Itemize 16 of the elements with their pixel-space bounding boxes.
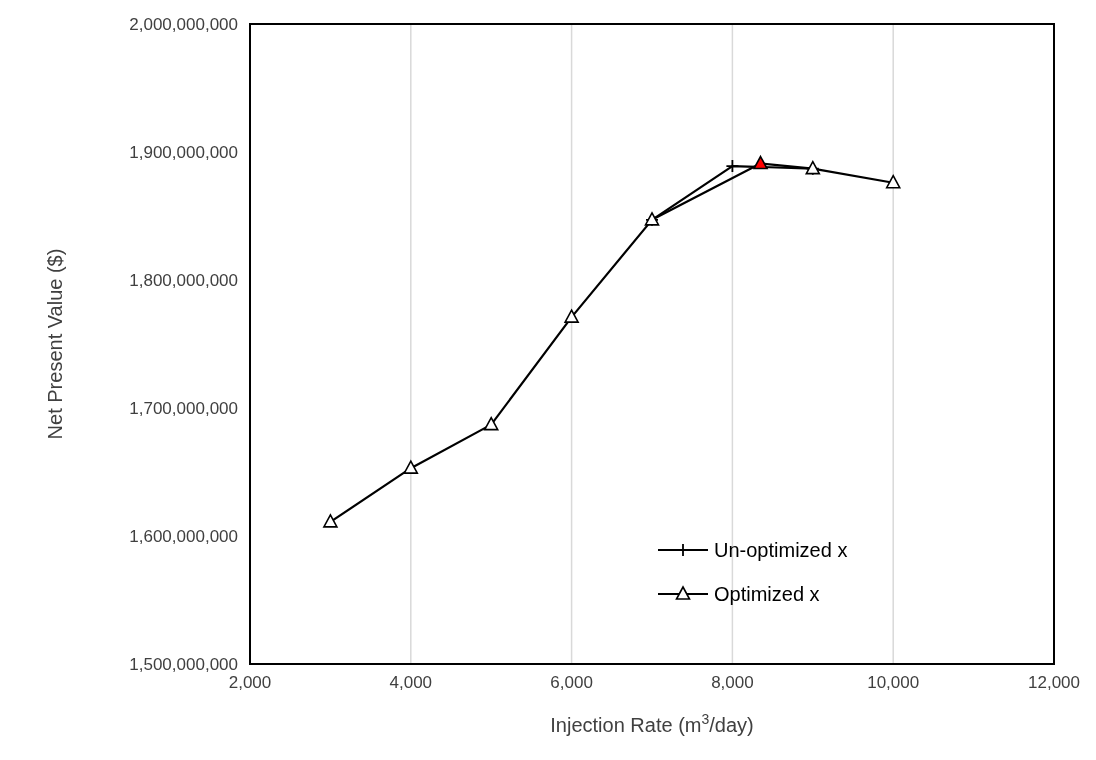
x-tick-label: 12,000 <box>1028 673 1080 692</box>
y-tick-label: 1,700,000,000 <box>129 399 238 418</box>
x-tick-label: 8,000 <box>711 673 754 692</box>
x-tick-label: 10,000 <box>867 673 920 692</box>
y-axis-title: Net Present Value ($) <box>44 248 66 440</box>
y-tick-label: 1,500,000,000 <box>129 655 238 674</box>
y-tick-label: 1,600,000,000 <box>129 527 238 546</box>
x-tick-label: 6,000 <box>550 673 593 692</box>
legend-label: Un-optimized x <box>714 539 848 561</box>
y-tick-label: 1,800,000,000 <box>129 271 238 290</box>
y-tick-label: 1,900,000,000 <box>129 143 238 162</box>
legend-label: Optimized x <box>714 583 820 605</box>
x-tick-label: 2,000 <box>228 673 272 692</box>
x-tick-label: 4,000 <box>389 673 433 692</box>
x-axis-title: Injection Rate (m$^{3}$/day) <box>550 711 754 736</box>
y-tick-label: 2,000,000,000 <box>129 15 238 34</box>
